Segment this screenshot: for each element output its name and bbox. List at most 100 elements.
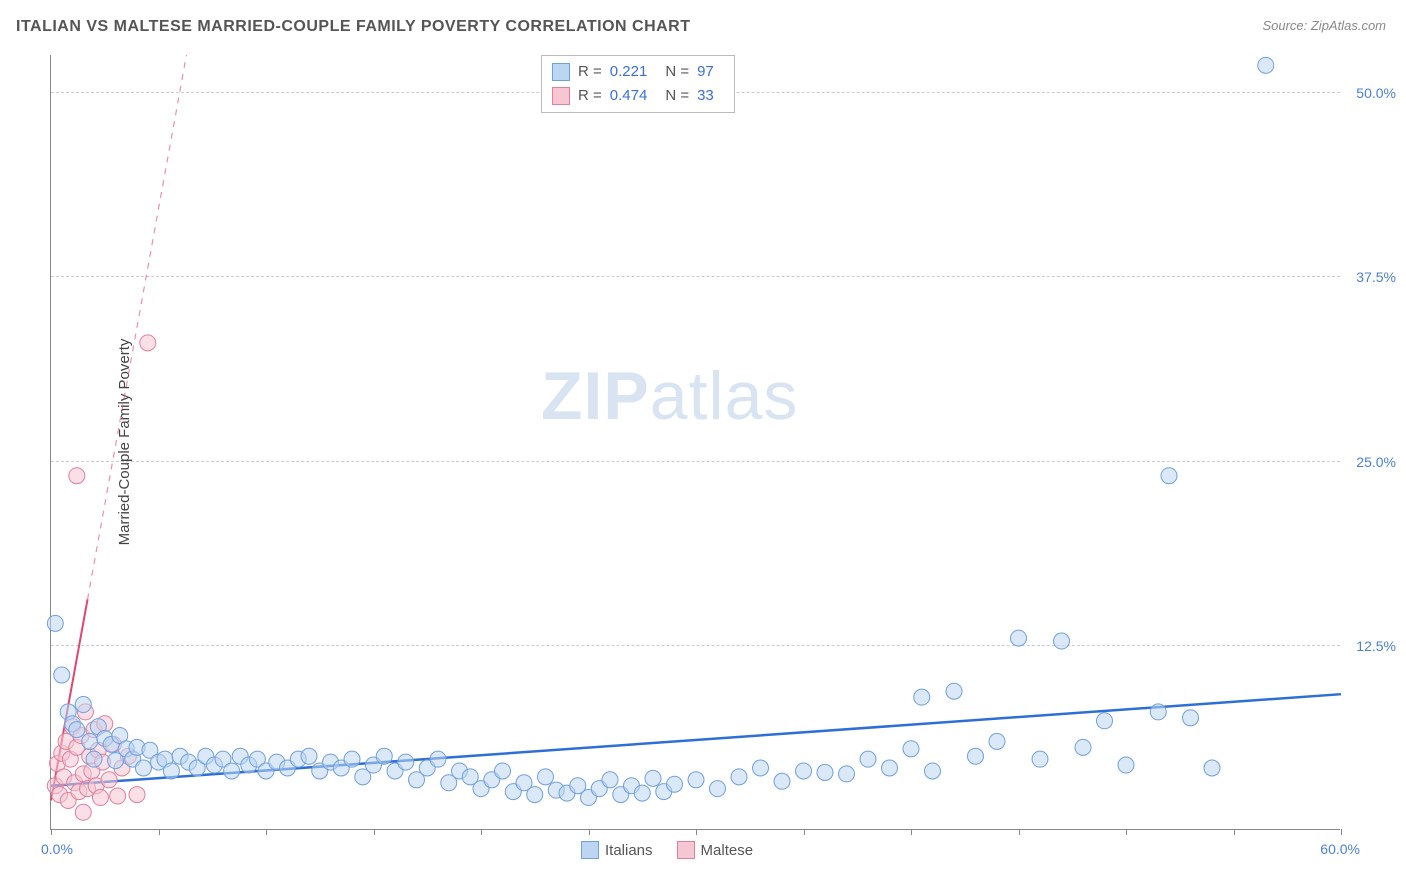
data-point — [140, 335, 156, 351]
data-point — [1097, 713, 1113, 729]
x-tick — [374, 829, 375, 835]
data-point — [1183, 710, 1199, 726]
data-point — [135, 760, 151, 776]
data-point — [54, 667, 70, 683]
data-point — [538, 769, 554, 785]
x-tick — [1126, 829, 1127, 835]
data-point — [753, 760, 769, 776]
data-point — [774, 773, 790, 789]
data-point — [376, 748, 392, 764]
x-tick — [696, 829, 697, 835]
data-point — [634, 785, 650, 801]
x-tick — [911, 829, 912, 835]
x-tick — [1019, 829, 1020, 835]
legend-series: Italians Maltese — [581, 841, 753, 859]
plot-area: ZIPatlas 12.5%25.0%37.5%50.0% 0.0% 60.0%… — [50, 55, 1340, 830]
data-point — [47, 615, 63, 631]
legend-swatch — [581, 841, 599, 859]
chart-title: ITALIAN VS MALTESE MARRIED-COUPLE FAMILY… — [16, 18, 691, 36]
data-point — [129, 787, 145, 803]
data-point — [860, 751, 876, 767]
data-point — [92, 790, 108, 806]
data-point — [1032, 751, 1048, 767]
data-point — [925, 763, 941, 779]
data-point — [110, 788, 126, 804]
data-point — [989, 733, 1005, 749]
data-point — [527, 787, 543, 803]
y-tick-label: 50.0% — [1356, 85, 1396, 101]
x-tick — [266, 829, 267, 835]
y-tick-label: 37.5% — [1356, 269, 1396, 285]
data-point — [903, 741, 919, 757]
data-point — [946, 683, 962, 699]
data-point — [914, 689, 930, 705]
data-point — [1075, 739, 1091, 755]
legend-swatch — [552, 63, 570, 81]
legend-n-label: N = — [665, 60, 689, 84]
data-point — [1118, 757, 1134, 773]
data-point — [101, 772, 117, 788]
data-point — [1054, 633, 1070, 649]
legend-swatch — [552, 87, 570, 105]
data-point — [968, 748, 984, 764]
x-tick — [589, 829, 590, 835]
data-point — [839, 766, 855, 782]
data-point — [1204, 760, 1220, 776]
legend-label: Italians — [605, 842, 653, 859]
legend-swatch — [677, 841, 695, 859]
source-label: Source: ZipAtlas.com — [1262, 18, 1386, 33]
trend-line-maltese-dash — [88, 55, 187, 599]
legend-correlation: R = 0.221 N = 97 R = 0.474 N = 33 — [541, 55, 735, 113]
data-point — [82, 733, 98, 749]
legend-row: R = 0.221 N = 97 — [552, 60, 724, 84]
data-point — [1011, 630, 1027, 646]
legend-r-label: R = — [578, 60, 602, 84]
data-point — [69, 468, 85, 484]
legend-r-value: 0.474 — [610, 84, 648, 108]
legend-item: Maltese — [677, 841, 754, 859]
y-tick-label: 25.0% — [1356, 454, 1396, 470]
data-point — [731, 769, 747, 785]
data-point — [667, 776, 683, 792]
data-point — [645, 770, 661, 786]
chart-container: ITALIAN VS MALTESE MARRIED-COUPLE FAMILY… — [0, 0, 1406, 892]
legend-item: Italians — [581, 841, 653, 859]
data-point — [688, 772, 704, 788]
data-point — [1150, 704, 1166, 720]
data-point — [796, 763, 812, 779]
legend-r-value: 0.221 — [610, 60, 648, 84]
data-point — [495, 763, 511, 779]
legend-n-value: 97 — [697, 60, 714, 84]
data-point — [398, 754, 414, 770]
legend-row: R = 0.474 N = 33 — [552, 84, 724, 108]
y-tick-label: 12.5% — [1356, 638, 1396, 654]
x-tick — [804, 829, 805, 835]
data-point — [163, 763, 179, 779]
plot-svg — [51, 55, 1340, 829]
data-point — [69, 722, 85, 738]
x-axis-max-label: 60.0% — [1320, 841, 1360, 857]
x-tick — [481, 829, 482, 835]
x-axis-min-label: 0.0% — [41, 841, 73, 857]
legend-label: Maltese — [701, 842, 754, 859]
data-point — [430, 751, 446, 767]
data-point — [224, 763, 240, 779]
legend-n-label: N = — [665, 84, 689, 108]
x-tick — [51, 829, 52, 835]
data-point — [602, 772, 618, 788]
legend-r-label: R = — [578, 84, 602, 108]
data-point — [75, 697, 91, 713]
data-point — [882, 760, 898, 776]
x-tick — [1234, 829, 1235, 835]
x-tick — [1341, 829, 1342, 835]
data-point — [710, 781, 726, 797]
data-point — [86, 751, 102, 767]
data-point — [301, 748, 317, 764]
data-point — [75, 804, 91, 820]
x-tick — [159, 829, 160, 835]
data-point — [1161, 468, 1177, 484]
data-point — [1258, 57, 1274, 73]
data-point — [344, 751, 360, 767]
legend-n-value: 33 — [697, 84, 714, 108]
data-point — [817, 764, 833, 780]
